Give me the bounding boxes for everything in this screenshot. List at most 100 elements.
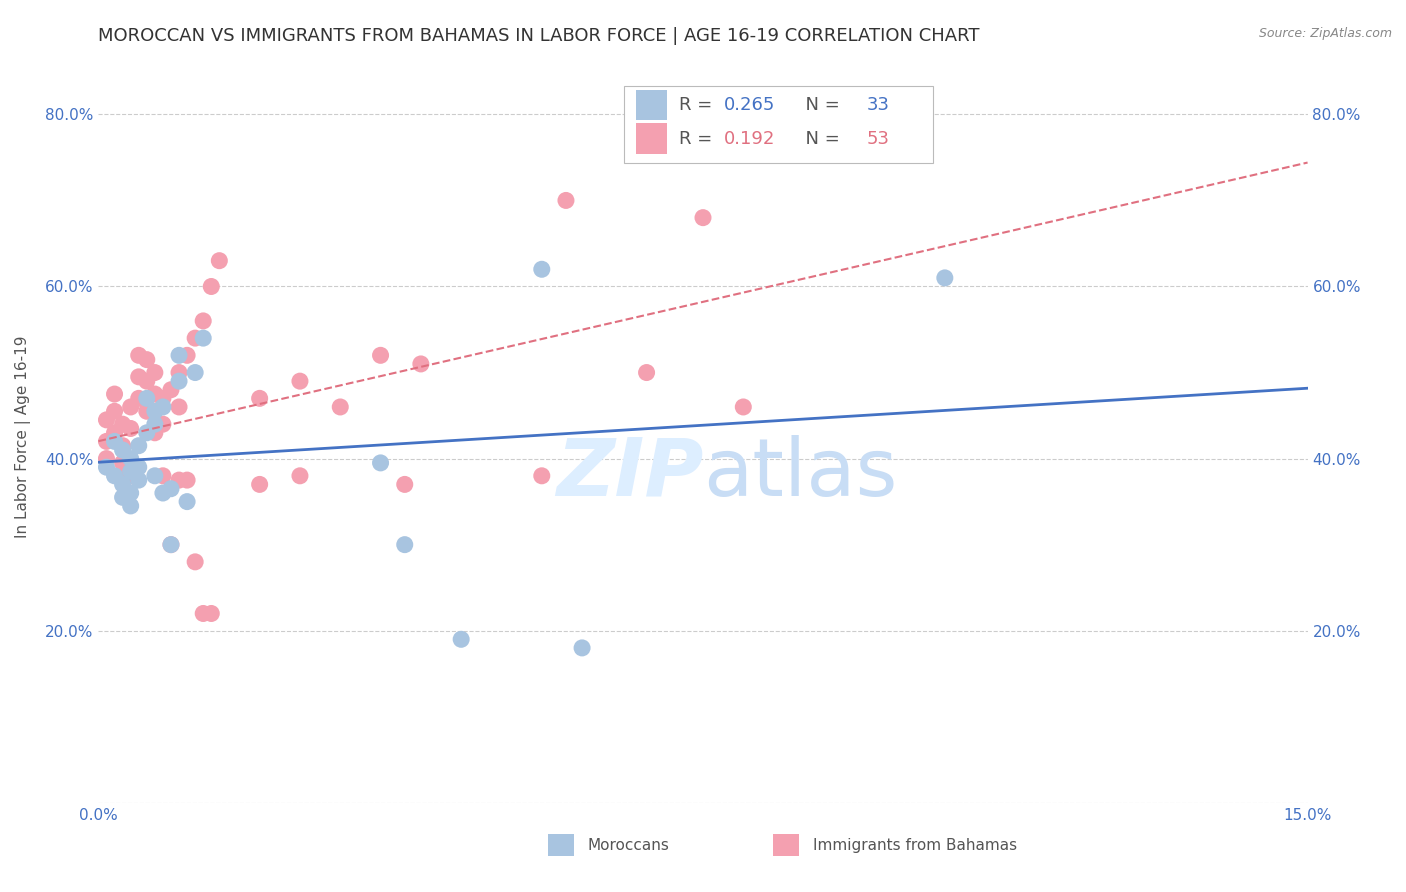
Point <box>530 262 553 277</box>
Point <box>135 374 157 388</box>
FancyBboxPatch shape <box>637 89 666 120</box>
Point <box>128 369 150 384</box>
Point <box>329 400 352 414</box>
Point <box>176 473 198 487</box>
Point <box>111 477 134 491</box>
Point <box>111 439 134 453</box>
Point <box>184 331 207 345</box>
Point <box>193 607 215 621</box>
Point <box>193 331 215 345</box>
Text: R =: R = <box>679 96 718 114</box>
Point <box>160 538 183 552</box>
Point <box>120 400 142 414</box>
Point <box>176 348 198 362</box>
Point <box>128 439 150 453</box>
FancyBboxPatch shape <box>637 123 666 154</box>
Point <box>160 383 183 397</box>
FancyBboxPatch shape <box>548 834 574 856</box>
Point <box>167 473 190 487</box>
Text: Moroccans: Moroccans <box>588 838 669 853</box>
Point <box>96 460 118 475</box>
Point <box>103 468 125 483</box>
Point <box>111 417 134 432</box>
Point <box>167 400 190 414</box>
Point <box>167 348 190 362</box>
Point <box>288 468 311 483</box>
Point <box>111 491 134 505</box>
Point <box>370 348 392 362</box>
Text: 33: 33 <box>866 96 889 114</box>
Text: N =: N = <box>793 129 845 148</box>
Point <box>143 404 166 418</box>
Point <box>249 477 271 491</box>
Point <box>135 352 157 367</box>
Point <box>152 486 174 500</box>
FancyBboxPatch shape <box>624 86 932 163</box>
Point <box>184 555 207 569</box>
Point <box>111 468 134 483</box>
Point <box>103 425 125 440</box>
Point <box>370 456 392 470</box>
Point <box>152 417 174 432</box>
Point <box>692 211 714 225</box>
Point <box>450 632 472 647</box>
Text: atlas: atlas <box>703 434 897 513</box>
Point <box>394 477 416 491</box>
Text: MOROCCAN VS IMMIGRANTS FROM BAHAMAS IN LABOR FORCE | AGE 16-19 CORRELATION CHART: MOROCCAN VS IMMIGRANTS FROM BAHAMAS IN L… <box>98 27 980 45</box>
Point <box>120 421 142 435</box>
Point <box>733 400 755 414</box>
Point <box>893 116 915 130</box>
Point <box>167 366 190 380</box>
Point <box>143 417 166 432</box>
Text: Immigrants from Bahamas: Immigrants from Bahamas <box>813 838 1017 853</box>
Point <box>111 442 134 457</box>
Point <box>120 499 142 513</box>
Point <box>288 374 311 388</box>
Text: 53: 53 <box>866 129 889 148</box>
Text: R =: R = <box>679 129 718 148</box>
Point <box>135 392 157 406</box>
Point <box>128 392 150 406</box>
Point <box>184 366 207 380</box>
Point <box>120 465 142 479</box>
Point <box>143 468 166 483</box>
Point <box>120 486 142 500</box>
Point <box>103 387 125 401</box>
Point <box>135 425 157 440</box>
Text: ZIP: ZIP <box>555 434 703 513</box>
Point <box>143 387 166 401</box>
Point <box>249 392 271 406</box>
Text: Source: ZipAtlas.com: Source: ZipAtlas.com <box>1258 27 1392 40</box>
Point <box>128 348 150 362</box>
Point <box>571 640 593 655</box>
Point <box>103 404 125 418</box>
Text: N =: N = <box>793 96 845 114</box>
Point <box>152 392 174 406</box>
Point <box>208 253 231 268</box>
Point <box>176 494 198 508</box>
Point <box>143 425 166 440</box>
Point <box>167 374 190 388</box>
FancyBboxPatch shape <box>773 834 799 856</box>
Point <box>96 451 118 466</box>
Point <box>200 607 222 621</box>
Point <box>96 434 118 449</box>
Text: 0.265: 0.265 <box>724 96 775 114</box>
Point <box>152 400 174 414</box>
Point <box>128 460 150 475</box>
Point <box>636 366 658 380</box>
Point <box>135 404 157 418</box>
Point <box>103 434 125 449</box>
Point <box>120 468 142 483</box>
Point <box>160 482 183 496</box>
Point <box>120 451 142 466</box>
Point <box>409 357 432 371</box>
Point <box>160 538 183 552</box>
Point <box>200 279 222 293</box>
Point <box>394 538 416 552</box>
Point <box>128 473 150 487</box>
Point <box>111 456 134 470</box>
Y-axis label: In Labor Force | Age 16-19: In Labor Force | Age 16-19 <box>15 335 31 539</box>
Text: 0.192: 0.192 <box>724 129 775 148</box>
Point <box>96 413 118 427</box>
